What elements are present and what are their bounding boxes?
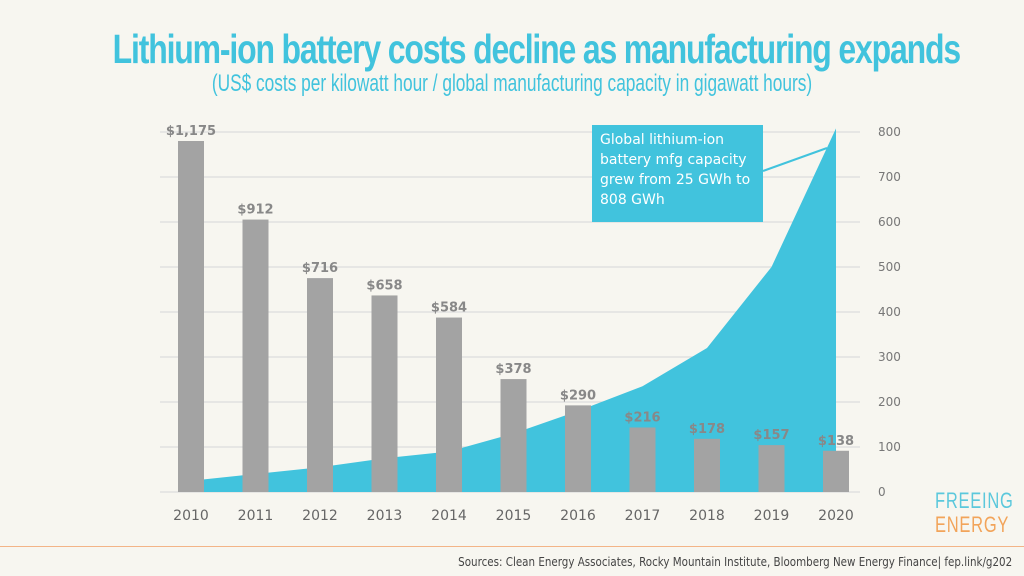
x-axis-tick-label: 2016	[560, 508, 596, 524]
cost-bar-2015	[500, 379, 527, 492]
x-axis-tick-label: 2015	[496, 508, 532, 524]
cost-bar-2011	[242, 219, 269, 492]
cost-bar-2017	[629, 427, 656, 492]
right-axis-tick-label: 800	[878, 125, 901, 139]
cost-bar-2010	[178, 141, 204, 492]
cost-bar-label: $912	[237, 203, 273, 218]
cost-bar-label: $157	[753, 428, 789, 443]
right-axis-tick-label: 500	[878, 260, 901, 274]
x-axis-tick-label: 2011	[238, 508, 274, 524]
cost-bar-label: $716	[302, 261, 338, 276]
right-axis-tick-label: 300	[878, 350, 901, 364]
x-axis-tick-label: 2020	[818, 508, 854, 524]
right-axis-tick-label: 400	[878, 305, 901, 319]
capacity-area	[191, 128, 836, 492]
cost-bar-label: $290	[560, 388, 596, 403]
right-axis-tick-label: 100	[878, 440, 901, 454]
cost-bar-label: $658	[366, 278, 402, 293]
right-axis-tick-label: 0	[878, 485, 886, 499]
cost-bar-label: $378	[495, 362, 531, 377]
cost-bar-2014	[436, 317, 462, 492]
cost-bar-2018	[694, 438, 720, 492]
x-axis-tick-label: 2017	[625, 508, 661, 524]
cost-bar-labels: $1,175 $912 $716 $658 $584 $378 $290 $216 $178 $1…	[166, 124, 854, 449]
x-axis-tick-label: 2010	[173, 508, 209, 524]
chart-subtitle: (US$ costs per kilowatt hour / global ma…	[211, 70, 813, 97]
cost-bar-2019	[758, 445, 785, 492]
x-axis-ticks: 2010 2011 2012 2013 2014 2015 2016 2017 2018 2019…	[173, 508, 854, 524]
sources-footnote: Sources: Clean Energy Associates, Rocky …	[457, 555, 1012, 569]
callout-leader-line	[762, 147, 828, 172]
right-axis-tick-label: 700	[878, 170, 901, 184]
x-axis-tick-label: 2014	[431, 508, 467, 524]
x-axis-tick-label: 2018	[689, 508, 725, 524]
logo-energy: ENERGY	[935, 512, 1010, 537]
annotation-callout: Global lithium-ion battery mfg capacity …	[592, 125, 763, 222]
right-axis-tick-label: 200	[878, 395, 901, 409]
cost-bars	[178, 141, 849, 492]
right-axis-tick-label: 600	[878, 215, 901, 229]
right-axis-ticks: 0 100 200 300 400 500 600 700 800	[878, 125, 901, 499]
x-axis-tick-label: 2012	[302, 508, 338, 524]
footer-divider	[0, 546, 1024, 547]
cost-bar-2016	[565, 405, 591, 492]
cost-bar-2020	[823, 450, 849, 492]
x-axis-tick-label: 2019	[754, 508, 790, 524]
cost-bar-label: $138	[818, 434, 854, 449]
x-axis-tick-label: 2013	[367, 508, 403, 524]
cost-bar-label: $216	[624, 410, 660, 425]
chart-title: Lithium-ion battery costs decline as man…	[112, 26, 961, 72]
cost-bar-label: $1,175	[166, 124, 216, 139]
cost-bar-label: $584	[431, 301, 467, 316]
cost-bar-label: $178	[689, 422, 725, 437]
capacity-area-layer	[191, 128, 836, 492]
cost-bar-2013	[371, 295, 398, 492]
logo-freeing: FREEING	[935, 488, 1014, 513]
cost-bar-2012	[307, 278, 333, 492]
